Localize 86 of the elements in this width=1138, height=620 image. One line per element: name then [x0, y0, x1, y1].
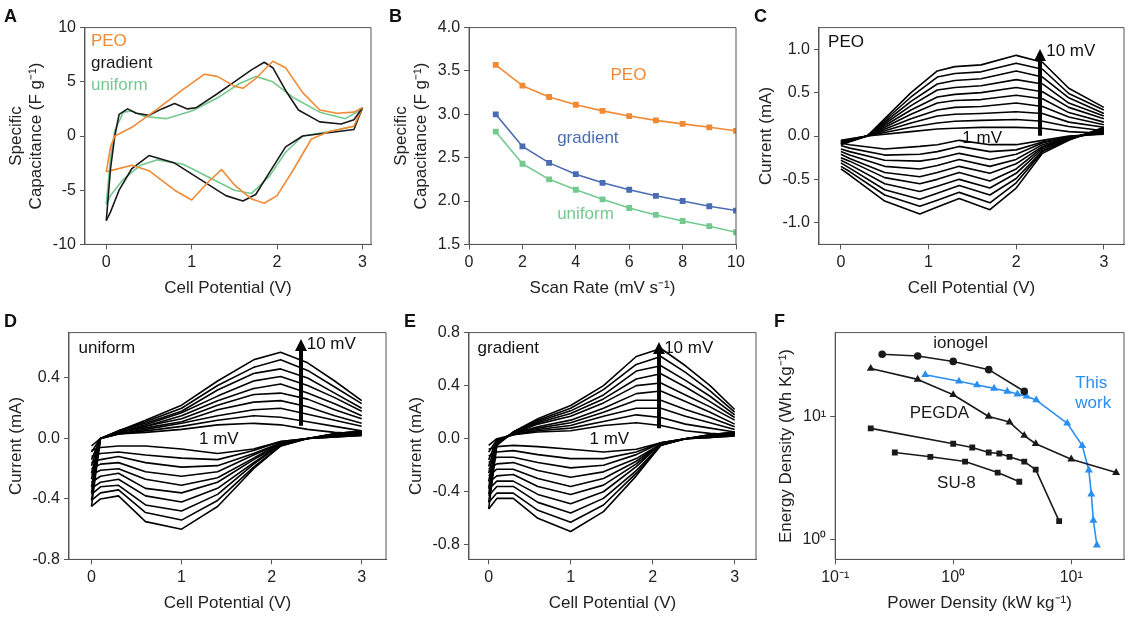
annotation: uniform — [78, 338, 136, 358]
x-axis-title: Cell Potential (V) — [163, 593, 292, 613]
x-axis-title: Cell Potential (V) — [907, 278, 1036, 298]
chart-title: C — [754, 5, 767, 26]
x-tick-label: 3 — [730, 568, 740, 586]
x-tick-label: 0 — [836, 253, 846, 271]
chart-title: E — [404, 310, 417, 331]
x-axis-title: Power Density (kW kg⁻¹) — [887, 593, 1072, 613]
chart-title: A — [4, 5, 17, 26]
x-axis-title: Cell Potential (V) — [164, 278, 292, 298]
series-label: PEO — [610, 64, 647, 84]
x-tick-label: 1 — [924, 253, 934, 271]
y-tick-label: 0.8 — [437, 323, 461, 341]
y-axis-title: Energy Density (Wh Kg⁻¹) — [775, 349, 795, 543]
annotation: 10 mV — [1046, 41, 1097, 61]
y-axis-title: Current (mA) — [755, 86, 775, 186]
x-tick-label: 3 — [357, 568, 367, 586]
annotation: 1 mV — [589, 428, 630, 448]
y-tick-label: -0.8 — [432, 535, 461, 553]
x-tick-label: 3 — [358, 253, 368, 271]
y-tick-label: -0.4 — [32, 489, 61, 507]
annotation: 10 mV — [664, 338, 714, 358]
annotation: gradient — [477, 338, 540, 358]
y-tick-label: 0.0 — [437, 429, 461, 447]
x-tick-label: 1 — [177, 568, 187, 586]
y-tick-label: 1.0 — [787, 39, 811, 57]
y-tick-label: 3.0 — [437, 104, 461, 122]
y-axis-title: Current (mA) — [405, 396, 425, 496]
y-tick-label: -5 — [61, 180, 77, 198]
y-tick-label: 2.0 — [437, 191, 461, 209]
y-tick-label: 0.5 — [787, 83, 811, 101]
y-tick-label: -10 — [52, 234, 77, 252]
y-axis-title: Specific Capacitance (F g⁻¹) — [5, 62, 46, 210]
y-tick-label: 0.4 — [437, 376, 461, 394]
y-tick-label: -0.5 — [782, 169, 811, 187]
y-tick-label: -0.4 — [432, 482, 461, 500]
series-label: ionogel — [933, 333, 989, 353]
y-tick-label: 0 — [67, 126, 77, 144]
x-tick-label: 3 — [1099, 253, 1109, 271]
annotation: 10 mV — [306, 333, 357, 353]
x-tick-label: 1 — [566, 568, 576, 586]
x-tick-label: 8 — [678, 253, 688, 271]
series-label: uniform — [90, 75, 148, 95]
chart-title: F — [774, 310, 785, 331]
x-tick-label: 0 — [87, 568, 97, 586]
x-tick-label: 0 — [484, 568, 494, 586]
series-label: PEGDA — [909, 403, 970, 423]
y-tick-label: 5 — [67, 72, 77, 90]
x-tick-label: 2 — [1011, 253, 1021, 271]
y-axis-title: Specific Capacitance (F g⁻¹) — [390, 62, 431, 210]
y-tick-label: 1.5 — [437, 234, 461, 252]
y-tick-label: 0.0 — [787, 126, 811, 144]
x-tick-label: 10 — [727, 253, 745, 271]
series-label: SU-8 — [937, 473, 976, 493]
text: PEO — [90, 31, 127, 51]
x-tick-label: 10¹ — [1059, 568, 1083, 586]
x-tick-label: 1 — [187, 253, 197, 271]
x-tick-label: 2 — [272, 253, 282, 271]
chart-title: B — [389, 5, 402, 26]
y-tick-label: -1.0 — [782, 213, 811, 231]
y-tick-label: -0.8 — [32, 549, 61, 567]
x-axis-title: Scan Rate (mV s⁻¹) — [529, 278, 676, 298]
x-tick-label: 0 — [101, 253, 111, 271]
y-tick-label: 0.4 — [37, 368, 61, 386]
series-label: gradient — [557, 127, 619, 147]
x-tick-label: 2 — [267, 568, 277, 586]
y-axis-title: Current (mA) — [5, 396, 25, 496]
y-tick-label: 4.0 — [437, 18, 461, 36]
x-tick-label: 2 — [517, 253, 527, 271]
x-axis-title: Cell Potential (V) — [548, 593, 677, 613]
y-tick-label: 3.5 — [437, 61, 461, 79]
x-tick-label: 0 — [464, 253, 474, 271]
x-tick-label: 10⁰ — [941, 568, 966, 586]
text: gradient — [90, 53, 153, 73]
y-tick-label: 0.0 — [37, 428, 61, 446]
chart-title: D — [4, 310, 17, 331]
y-tick-label: 2.5 — [437, 148, 461, 166]
x-tick-label: 10⁻¹ — [821, 568, 850, 586]
y-tick-label: 10 — [58, 18, 77, 36]
series-label: This work — [1074, 372, 1112, 412]
annotation: PEO — [828, 32, 865, 52]
x-tick-label: 6 — [624, 253, 634, 271]
x-tick-label: 2 — [648, 568, 658, 586]
x-tick-label: 4 — [571, 253, 581, 271]
annotation: 1 mV — [198, 428, 240, 448]
series-label: uniform — [557, 204, 614, 224]
